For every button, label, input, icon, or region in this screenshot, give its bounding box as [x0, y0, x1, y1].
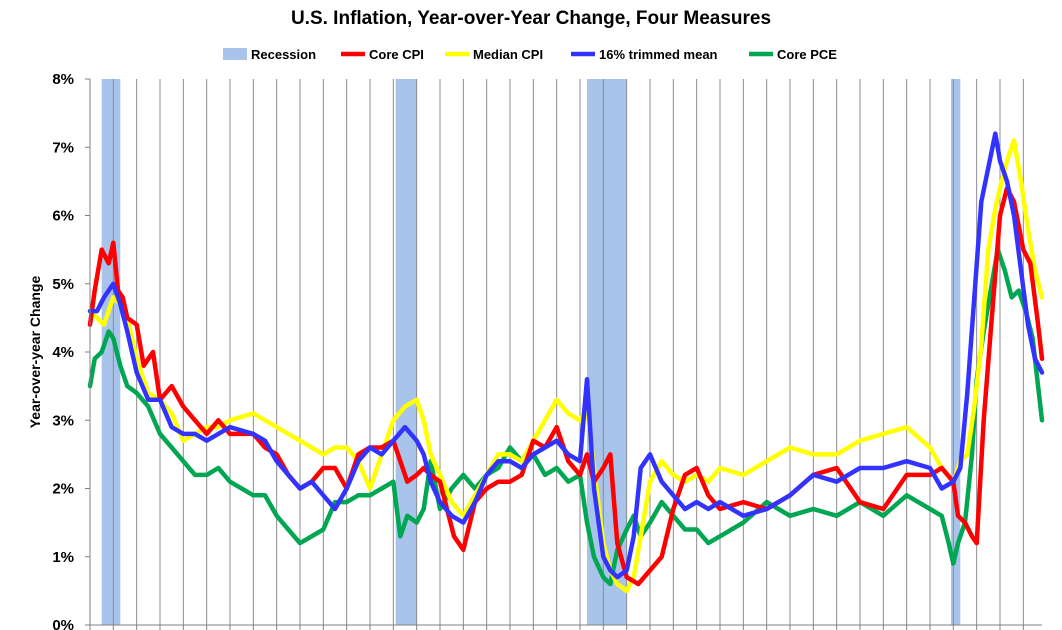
- chart-title: U.S. Inflation, Year-over-Year Change, F…: [291, 8, 771, 29]
- legend-item: Recession: [223, 47, 316, 62]
- legend-label: 16% trimmed mean: [599, 47, 718, 62]
- y-tick-label: 5%: [52, 276, 74, 293]
- series-line-core-cpi: [87, 185, 1045, 587]
- legend-item: Median CPI: [445, 47, 543, 62]
- legend-label: Recession: [251, 47, 316, 62]
- series-line-core-pce: [87, 247, 1045, 587]
- legend-item: Core CPI: [341, 47, 424, 62]
- y-tick-label: 4%: [52, 344, 74, 361]
- legend-label: Median CPI: [473, 47, 543, 62]
- series-line-median-cpi: [87, 138, 1045, 594]
- legend-label: Core CPI: [369, 47, 424, 62]
- recession-band-3: [951, 79, 961, 625]
- legend-label: Core PCE: [777, 47, 837, 62]
- y-tick-label: 1%: [52, 549, 74, 566]
- recession-bands: [101, 79, 961, 625]
- plot-area: 0% 1% 2% 3% 4% 5% 6% 7% 8%: [52, 71, 1045, 630]
- series-line-16-trimmed-mean: [87, 131, 1045, 580]
- y-tick-label: 2%: [52, 481, 74, 498]
- legend-item: 16% trimmed mean: [571, 47, 718, 62]
- y-tick-label: 8%: [52, 71, 74, 88]
- y-tick-label: 7%: [52, 139, 74, 156]
- y-tick-label: 6%: [52, 208, 74, 225]
- gridlines: [89, 79, 1024, 625]
- series-lines: [87, 131, 1045, 594]
- y-tick-label: 3%: [52, 412, 74, 429]
- recession-band-0: [101, 79, 121, 625]
- axes: 0% 1% 2% 3% 4% 5% 6% 7% 8%: [52, 71, 1042, 630]
- y-axis-label: Year-over-year Change: [27, 276, 43, 429]
- recession-band-2: [587, 79, 627, 625]
- legend: Recession Core CPI Median CPI 16% trimmed m…: [223, 47, 837, 62]
- y-tick-label: 0%: [52, 617, 74, 630]
- recession-band-1: [395, 79, 417, 625]
- legend-swatch: [223, 48, 247, 60]
- legend-item: Core PCE: [749, 47, 837, 62]
